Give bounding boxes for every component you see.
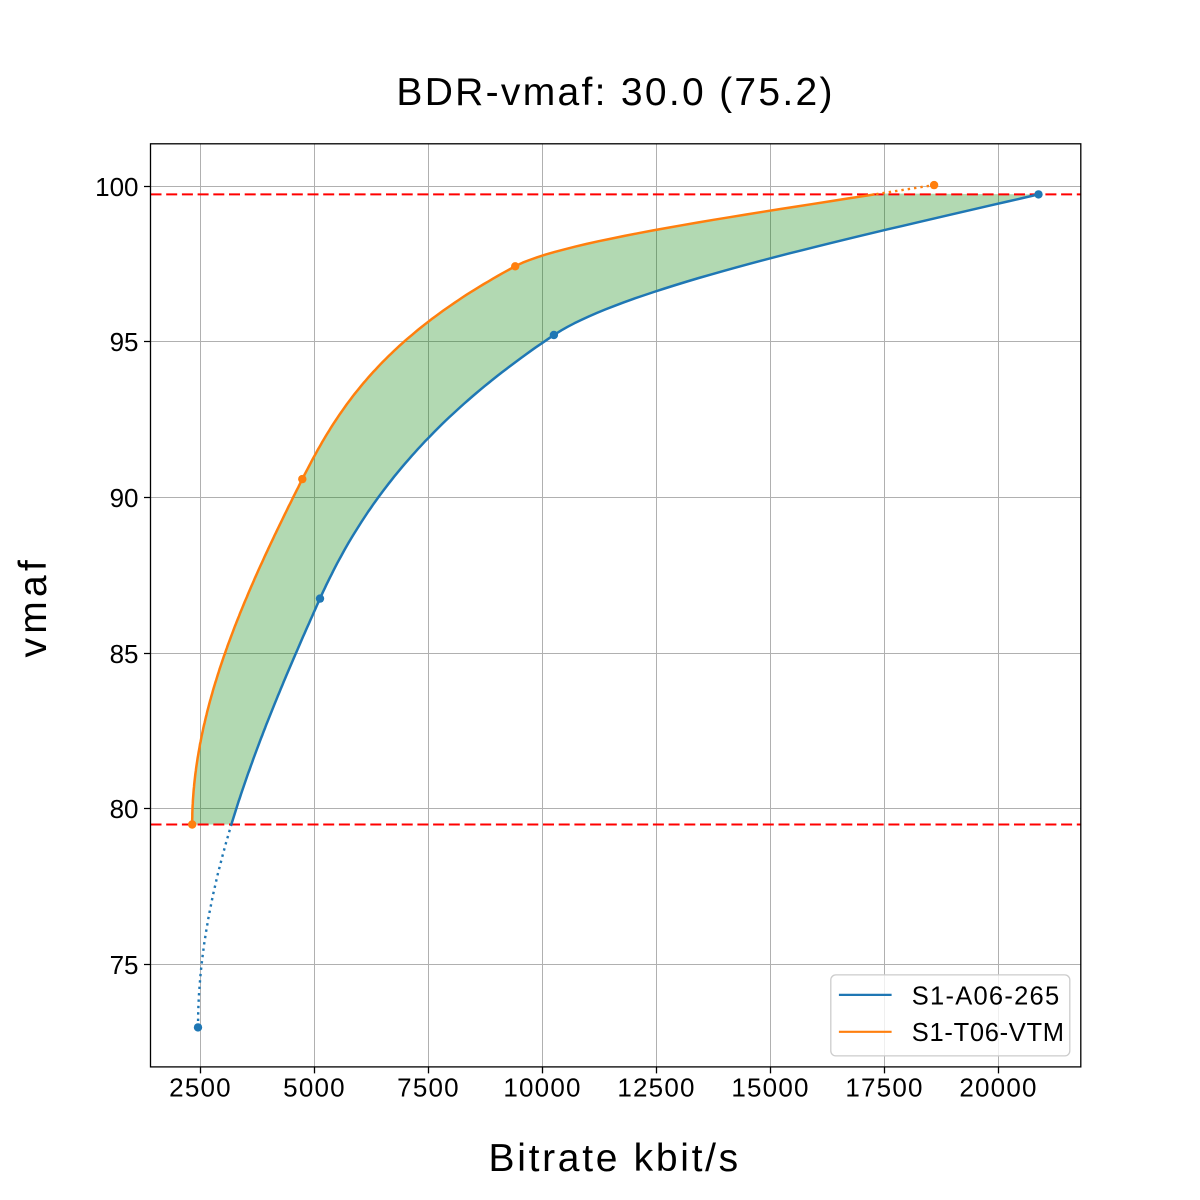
svg-text:S1-T06-VTM: S1-T06-VTM: [912, 1019, 1065, 1047]
svg-text:2500: 2500: [169, 1072, 232, 1102]
svg-text:100: 100: [95, 172, 138, 202]
svg-text:80: 80: [110, 794, 139, 824]
svg-text:75: 75: [110, 950, 139, 980]
svg-text:20000: 20000: [959, 1072, 1037, 1102]
svg-text:5000: 5000: [283, 1072, 346, 1102]
svg-text:S1-A06-265: S1-A06-265: [912, 982, 1061, 1010]
svg-text:BDR-vmaf: 30.0 (75.2): BDR-vmaf: 30.0 (75.2): [396, 71, 834, 114]
svg-text:10000: 10000: [503, 1072, 581, 1102]
svg-text:12500: 12500: [617, 1072, 695, 1102]
svg-text:Bitrate kbit/s: Bitrate kbit/s: [489, 1137, 741, 1180]
svg-text:15000: 15000: [731, 1072, 809, 1102]
svg-text:85: 85: [110, 639, 139, 669]
svg-text:17500: 17500: [845, 1072, 923, 1102]
svg-text:vmaf: vmaf: [12, 556, 55, 658]
svg-text:7500: 7500: [397, 1072, 460, 1102]
svg-text:90: 90: [110, 483, 139, 513]
svg-text:95: 95: [110, 327, 139, 357]
